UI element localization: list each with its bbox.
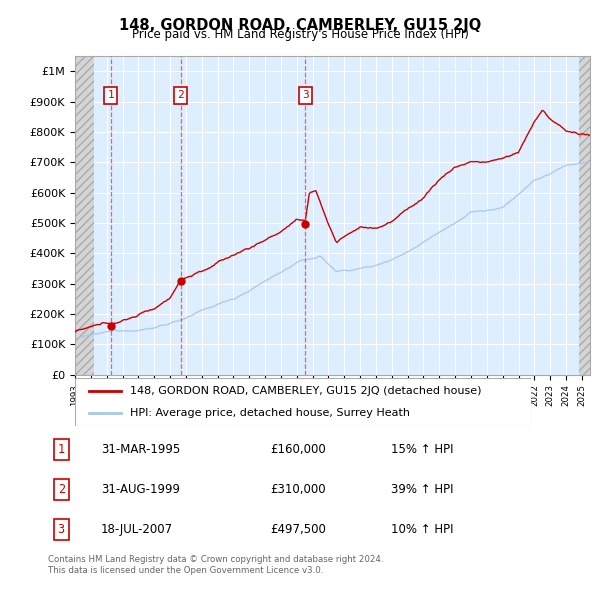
Text: £497,500: £497,500: [270, 523, 326, 536]
Text: HPI: Average price, detached house, Surrey Heath: HPI: Average price, detached house, Surr…: [130, 408, 410, 418]
Text: 31-MAR-1995: 31-MAR-1995: [101, 443, 180, 456]
Text: £310,000: £310,000: [270, 483, 325, 496]
Bar: [75, 56, 94, 375]
Text: 3: 3: [302, 90, 308, 100]
Text: 148, GORDON ROAD, CAMBERLEY, GU15 2JQ (detached house): 148, GORDON ROAD, CAMBERLEY, GU15 2JQ (d…: [130, 386, 481, 396]
Text: 1: 1: [58, 443, 65, 456]
Text: 2: 2: [58, 483, 65, 496]
FancyBboxPatch shape: [75, 378, 531, 426]
Text: 31-AUG-1999: 31-AUG-1999: [101, 483, 180, 496]
Text: 148, GORDON ROAD, CAMBERLEY, GU15 2JQ: 148, GORDON ROAD, CAMBERLEY, GU15 2JQ: [119, 18, 481, 32]
Bar: [579, 56, 595, 375]
Text: Contains HM Land Registry data © Crown copyright and database right 2024.: Contains HM Land Registry data © Crown c…: [48, 555, 383, 563]
Text: Price paid vs. HM Land Registry's House Price Index (HPI): Price paid vs. HM Land Registry's House …: [131, 28, 469, 41]
Text: 3: 3: [58, 523, 65, 536]
Text: £160,000: £160,000: [270, 443, 326, 456]
Text: This data is licensed under the Open Government Licence v3.0.: This data is licensed under the Open Gov…: [48, 566, 323, 575]
Text: 18-JUL-2007: 18-JUL-2007: [101, 523, 173, 536]
Text: 10% ↑ HPI: 10% ↑ HPI: [391, 523, 454, 536]
Text: 15% ↑ HPI: 15% ↑ HPI: [391, 443, 454, 456]
Text: 1: 1: [107, 90, 114, 100]
Text: 39% ↑ HPI: 39% ↑ HPI: [391, 483, 454, 496]
Text: 2: 2: [177, 90, 184, 100]
